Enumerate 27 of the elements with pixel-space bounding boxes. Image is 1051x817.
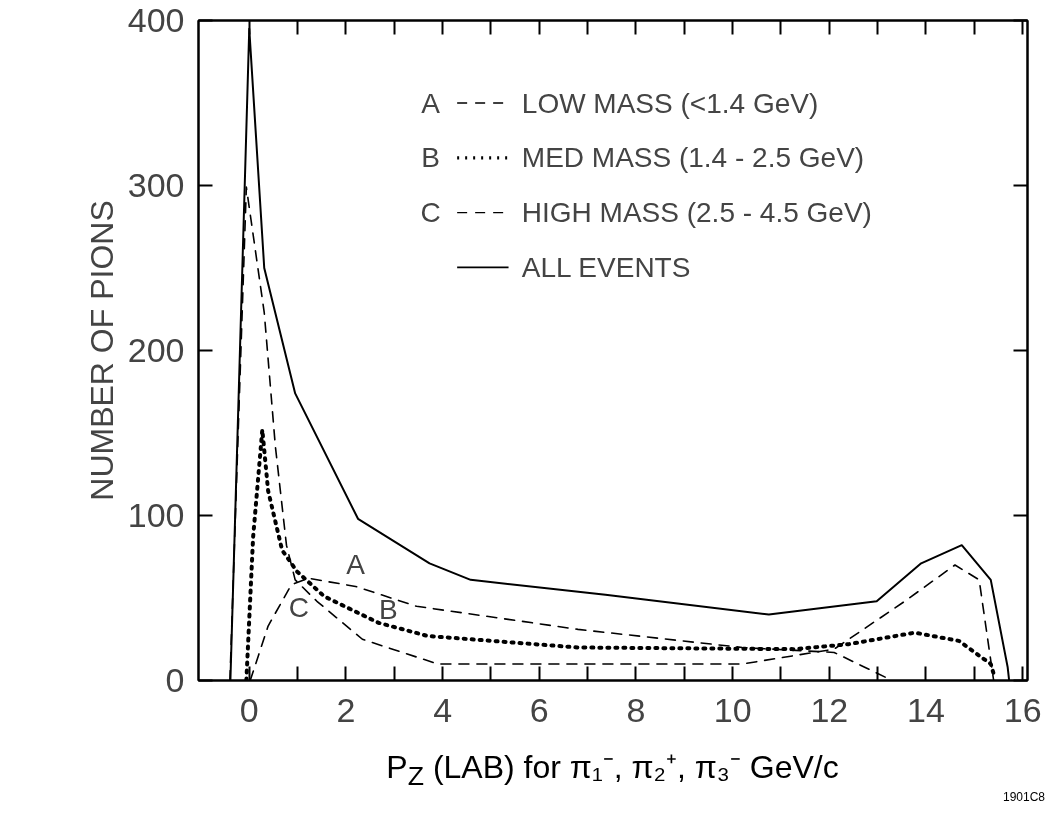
x-tick-label: 2 xyxy=(336,690,356,729)
legend-label: HIGH MASS (2.5 - 4.5 GeV) xyxy=(521,197,872,229)
legend-label: MED MASS (1.4 - 2.5 GeV) xyxy=(521,142,865,174)
legend-label: LOW MASS (<1.4 GeV) xyxy=(521,87,819,119)
annotation: C xyxy=(288,592,310,624)
x-tick-label: 4 xyxy=(433,690,453,729)
y-tick-label: 400 xyxy=(127,1,185,39)
annotation: A xyxy=(346,549,366,581)
x-tick-label: 16 xyxy=(1003,690,1042,729)
y-tick-label: 200 xyxy=(127,331,185,369)
x-tick-label: 14 xyxy=(907,690,945,729)
annotation: B xyxy=(378,593,398,625)
legend-label: ALL EVENTS xyxy=(521,251,691,283)
x-tick-label: 6 xyxy=(529,690,549,729)
x-tick-label: 12 xyxy=(810,690,849,729)
x-axis-title: P$_{Z}$ (LAB) for π₁⁻, π₂⁺, π₃⁻ GeV/c xyxy=(386,749,839,792)
x-tick-label: 8 xyxy=(626,690,646,729)
y-tick-label: 100 xyxy=(127,496,185,534)
y-axis-title: NUMBER OF PIONS xyxy=(83,200,120,501)
text: 1901C8 xyxy=(1002,789,1045,806)
y-tick-label: 0 xyxy=(165,661,185,699)
annotation: A xyxy=(421,87,441,119)
x-tick-label: 0 xyxy=(239,690,259,729)
annotation: C xyxy=(420,197,441,229)
x-tick-label: 10 xyxy=(713,690,752,729)
y-tick-label: 300 xyxy=(127,166,185,204)
annotation: B xyxy=(421,142,440,174)
